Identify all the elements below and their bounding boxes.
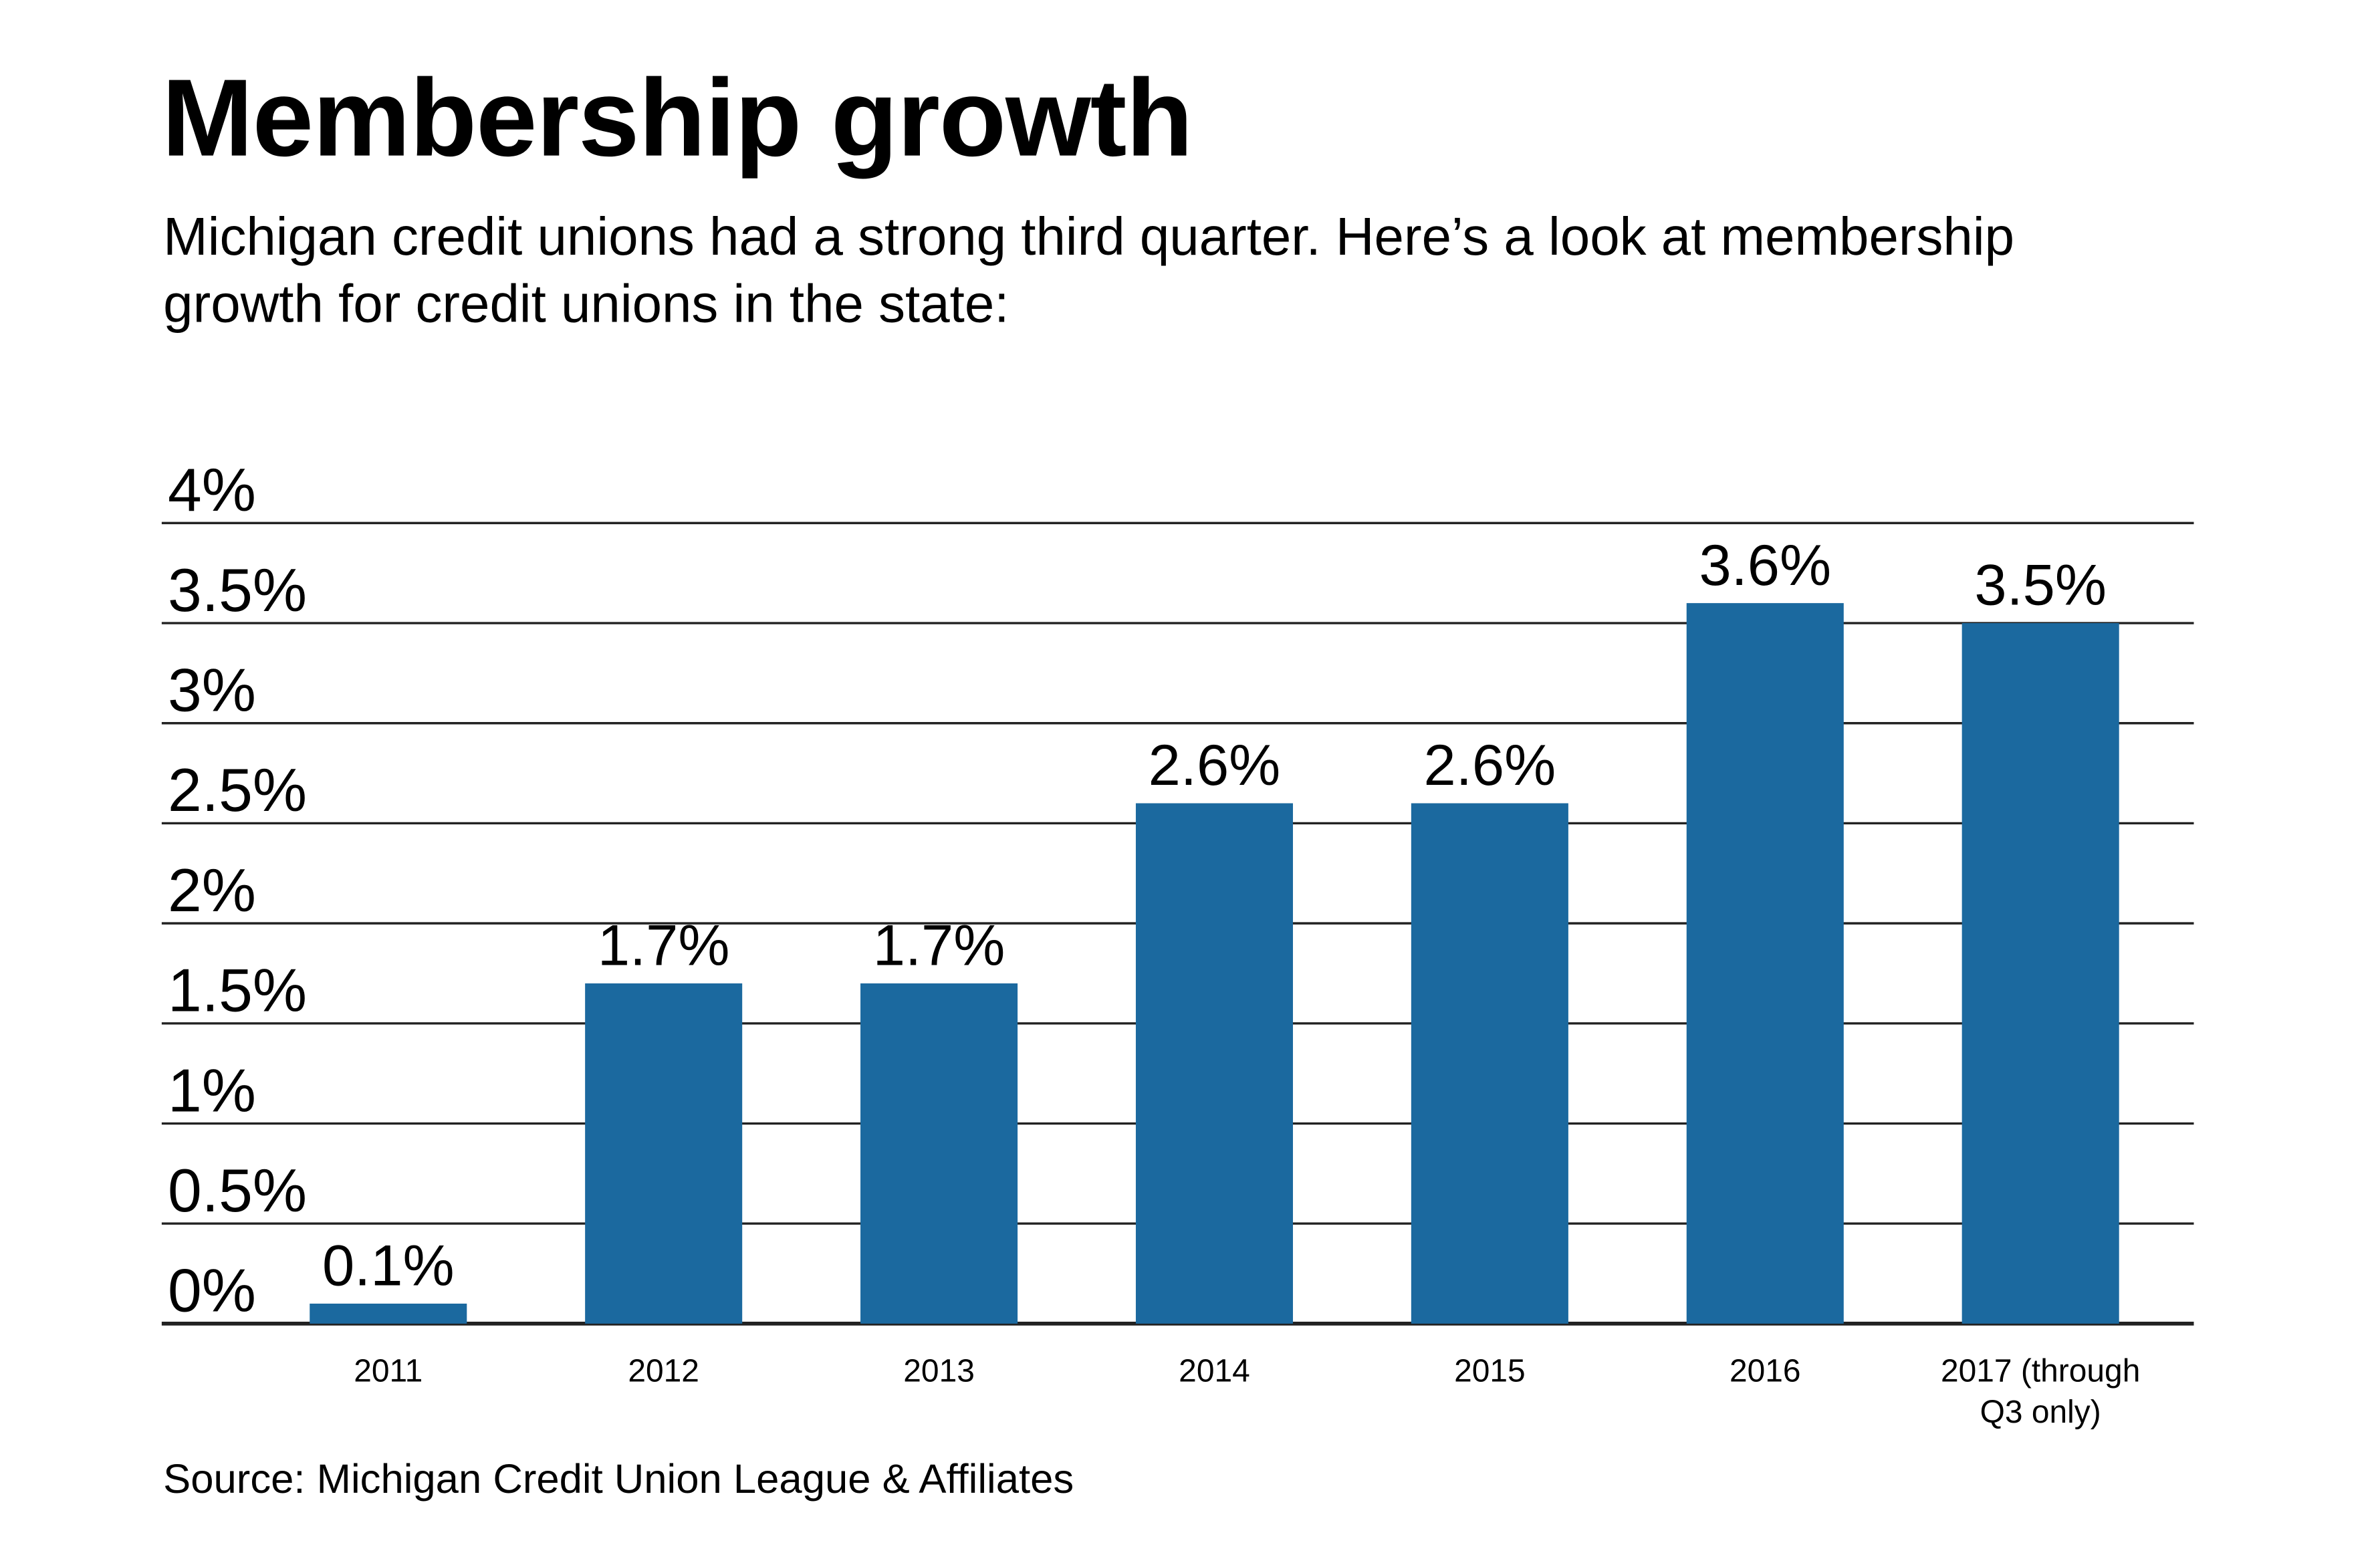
x-tick-label: 2012 — [628, 1354, 699, 1389]
x-tick-label: 2016 — [1730, 1354, 1801, 1389]
y-tick-label: 0% — [168, 1257, 256, 1325]
x-tick-label: 2013 — [903, 1354, 975, 1389]
y-tick-label: 0.5% — [168, 1157, 307, 1225]
y-tick-label: 3.5% — [168, 556, 307, 624]
bar — [1961, 623, 2119, 1324]
y-tick-label: 2% — [168, 856, 256, 925]
x-tick-label: 2011 — [354, 1354, 423, 1389]
bar — [1686, 603, 1844, 1324]
data-label: 1.7% — [873, 914, 1005, 978]
y-tick-label: 3% — [168, 657, 256, 725]
bar — [310, 1303, 467, 1324]
data-label: 2.6% — [1149, 733, 1281, 798]
x-tick-label: 2015 — [1454, 1354, 1526, 1389]
data-label: 3.5% — [1974, 554, 2107, 618]
data-label: 1.7% — [598, 914, 730, 978]
data-label: 2.6% — [1424, 733, 1556, 798]
x-tick-label: 2014 — [1179, 1354, 1250, 1389]
bar — [1135, 803, 1293, 1324]
x-tick-label: 2017 (through Q3 only) — [1941, 1354, 2140, 1431]
bar — [585, 983, 743, 1324]
chart-title: Membership growth — [161, 57, 1193, 181]
bar — [860, 983, 1018, 1324]
y-tick-label: 4% — [168, 456, 256, 524]
data-label: 0.1% — [322, 1234, 455, 1298]
data-label: 3.6% — [1699, 533, 1831, 598]
bar — [1411, 803, 1568, 1324]
y-tick-label: 1.5% — [168, 957, 307, 1025]
chart-subtitle: Michigan credit unions had a strong thir… — [163, 207, 2014, 334]
y-tick-label: 1% — [168, 1056, 256, 1124]
y-tick-label: 2.5% — [168, 756, 307, 824]
source-note: Source: Michigan Credit Union League & A… — [163, 1456, 1074, 1502]
